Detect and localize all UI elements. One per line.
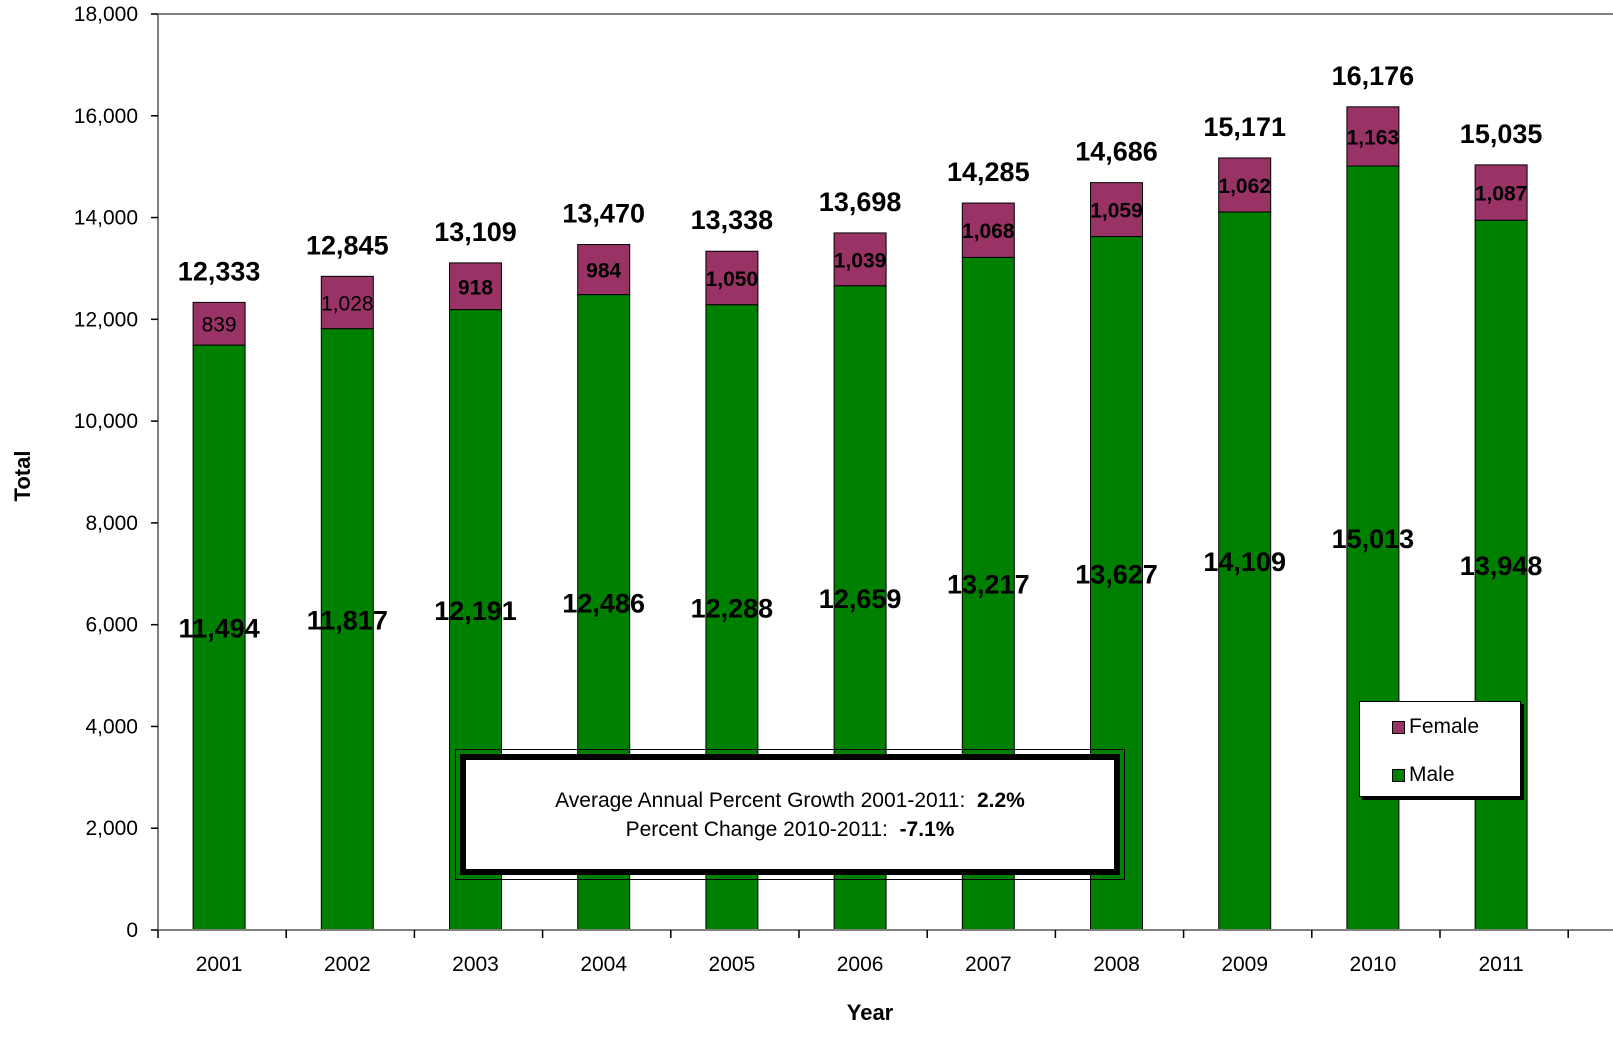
bar-male-2011 bbox=[1474, 219, 1528, 931]
total-label: 13,698 bbox=[819, 187, 902, 217]
bar-female-2003 bbox=[449, 262, 502, 311]
data-labels-group: 12,333 839 11,494 12,845 1,028 11,817 13,109 91… bbox=[178, 61, 1543, 644]
y-tick-label: 10,000 bbox=[74, 410, 138, 433]
y-axis-title: Total bbox=[10, 451, 35, 502]
bar-female-2006 bbox=[833, 232, 887, 287]
female-data-label: 1,050 bbox=[706, 268, 759, 291]
x-tick-label: 2004 bbox=[580, 953, 627, 976]
legend-item-male: Male bbox=[1392, 763, 1455, 787]
y-tick-label: 12,000 bbox=[74, 308, 138, 331]
female-data-label: 1,062 bbox=[1218, 175, 1271, 198]
total-label: 13,109 bbox=[434, 217, 517, 247]
female-data-label: 1,068 bbox=[962, 220, 1015, 243]
male-data-label: 13,217 bbox=[947, 570, 1030, 600]
total-label: 12,333 bbox=[178, 256, 261, 286]
total-label: 12,845 bbox=[306, 230, 389, 260]
growth-note-text: Average Annual Percent Growth 2001-2011: bbox=[555, 788, 966, 812]
female-data-label: 1,039 bbox=[834, 249, 887, 272]
bar-male-2010 bbox=[1346, 165, 1400, 931]
total-label: 13,338 bbox=[691, 205, 774, 235]
x-tick-label: 2011 bbox=[1479, 953, 1524, 976]
female-data-label: 918 bbox=[458, 276, 493, 299]
bar-female-2001 bbox=[192, 301, 246, 346]
legend-swatch-female bbox=[1392, 720, 1405, 734]
male-data-label: 12,191 bbox=[434, 596, 517, 626]
y-tick-label: 0 bbox=[126, 919, 138, 942]
growth-note-box: Average Annual Percent Growth 2001-2011:… bbox=[455, 749, 1125, 880]
bar-female-2007 bbox=[961, 202, 1015, 258]
total-label: 15,035 bbox=[1460, 119, 1543, 149]
bar-female-2005 bbox=[705, 250, 759, 306]
female-data-label: 1,163 bbox=[1347, 126, 1400, 149]
x-tick-label: 2006 bbox=[837, 953, 884, 976]
x-tick-label: 2001 bbox=[196, 953, 243, 976]
x-tick-label: 2003 bbox=[452, 953, 499, 976]
change-note-line-2: Percent Change 2010-2011: -7.1% bbox=[626, 815, 955, 844]
legend-item-female: Female bbox=[1392, 715, 1479, 739]
male-data-label: 12,659 bbox=[819, 584, 902, 614]
female-data-label: 1,087 bbox=[1475, 183, 1528, 206]
y-tick-label: 2,000 bbox=[85, 817, 138, 840]
x-tick-label: 2010 bbox=[1350, 953, 1397, 976]
growth-note-line-1: Average Annual Percent Growth 2001-2011:… bbox=[555, 786, 1025, 815]
change-note-text: Percent Change 2010-2011: bbox=[625, 817, 888, 841]
female-data-label: 1,028 bbox=[321, 292, 374, 315]
male-data-label: 13,627 bbox=[1075, 559, 1158, 589]
male-data-label: 15,013 bbox=[1332, 524, 1415, 554]
growth-note-value: 2.2% bbox=[976, 788, 1025, 812]
legend-label-male: Male bbox=[1409, 763, 1455, 786]
x-tick-label: 2002 bbox=[324, 953, 371, 976]
total-label: 14,686 bbox=[1075, 137, 1158, 167]
x-tick-label: 2005 bbox=[709, 953, 756, 976]
y-tick-label: 14,000 bbox=[74, 207, 138, 230]
axes-group: 0 2,000 4,000 6,000 8,000 10,000 12,000 14,000 1… bbox=[74, 3, 1613, 976]
y-tick-label: 8,000 bbox=[85, 512, 138, 535]
male-data-label: 11,817 bbox=[307, 605, 388, 635]
male-data-label: 14,109 bbox=[1203, 547, 1286, 577]
legend-swatch-male bbox=[1392, 768, 1405, 782]
change-note-value: -7.1% bbox=[899, 817, 955, 841]
total-label: 13,470 bbox=[562, 199, 645, 229]
bar-male-2009 bbox=[1218, 211, 1272, 931]
x-tick-label: 2007 bbox=[965, 953, 1012, 976]
male-data-label: 13,948 bbox=[1460, 551, 1543, 581]
y-tick-label: 16,000 bbox=[74, 105, 138, 128]
y-tick-label: 4,000 bbox=[85, 715, 138, 738]
bar-female-2011 bbox=[1474, 164, 1528, 221]
male-data-label: 11,494 bbox=[179, 614, 260, 644]
total-label: 15,171 bbox=[1203, 112, 1286, 142]
female-data-label: 1,059 bbox=[1090, 200, 1143, 223]
bar-female-2009 bbox=[1218, 157, 1272, 213]
male-data-label: 12,288 bbox=[691, 593, 774, 623]
bar-male-2001 bbox=[192, 344, 246, 931]
bar-female-2004 bbox=[577, 244, 631, 296]
y-tick-label: 6,000 bbox=[85, 614, 138, 637]
total-label: 14,285 bbox=[947, 157, 1030, 187]
total-label: 16,176 bbox=[1332, 61, 1415, 91]
x-tick-label: 2009 bbox=[1221, 953, 1268, 976]
male-data-label: 12,486 bbox=[562, 588, 645, 618]
legend: Female Male bbox=[1359, 701, 1521, 797]
legend-label-female: Female bbox=[1409, 715, 1480, 738]
x-tick-label: 2008 bbox=[1093, 953, 1140, 976]
y-tick-label: 18,000 bbox=[74, 3, 138, 26]
bar-female-2010 bbox=[1346, 106, 1400, 167]
bar-female-2008 bbox=[1090, 182, 1143, 238]
female-data-label: 984 bbox=[586, 260, 621, 283]
bar-female-2002 bbox=[320, 275, 374, 330]
x-axis-title: Year bbox=[847, 1000, 894, 1025]
female-data-label: 839 bbox=[202, 314, 237, 337]
